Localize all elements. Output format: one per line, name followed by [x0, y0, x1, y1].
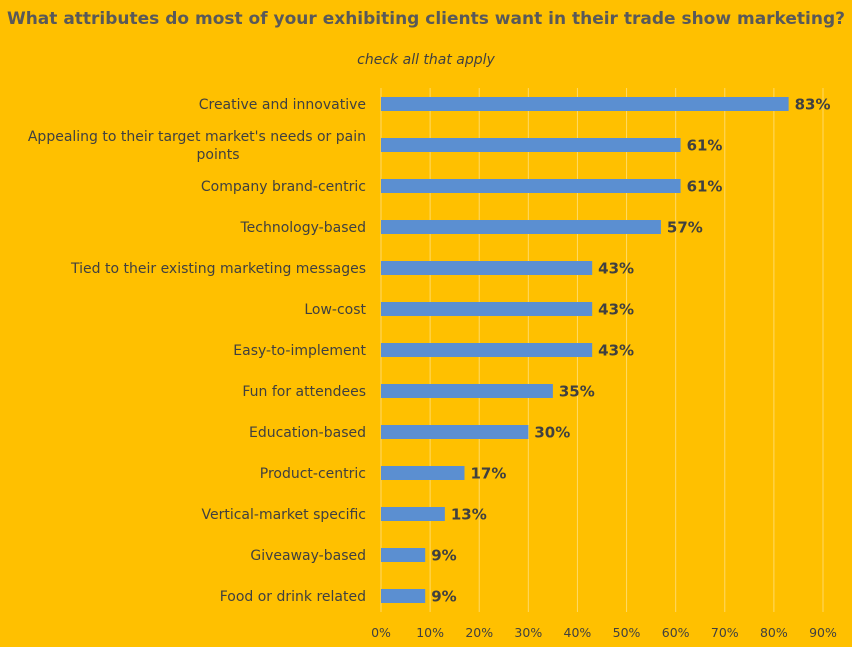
x-tick-label: 80% — [760, 625, 788, 640]
bar — [381, 507, 445, 521]
category-label: Technology-based — [240, 220, 367, 236]
data-label: 9% — [431, 588, 456, 606]
x-tick-label: 30% — [514, 625, 542, 640]
data-label: 35% — [559, 383, 595, 401]
bar — [381, 97, 789, 111]
data-label: 61% — [687, 178, 723, 196]
x-tick-label: 40% — [564, 625, 592, 640]
category-label: Easy-to-implement — [233, 343, 366, 359]
category-label: Education-based — [249, 425, 366, 441]
chart-subtitle: check all that apply — [357, 52, 495, 68]
bar — [381, 343, 593, 357]
data-label: 43% — [598, 260, 634, 278]
data-label: 57% — [667, 219, 703, 237]
data-label: 43% — [598, 301, 634, 319]
category-label: Product-centric — [260, 466, 366, 482]
data-label: 61% — [687, 137, 723, 155]
bar — [381, 179, 681, 193]
bar — [381, 138, 681, 152]
x-tick-label: 70% — [711, 625, 739, 640]
bar — [381, 261, 593, 275]
x-tick-label: 50% — [613, 625, 641, 640]
category-label: Company brand-centric — [201, 179, 366, 195]
data-label: 43% — [598, 342, 634, 360]
category-label: Food or drink related — [220, 589, 366, 605]
category-label: Giveaway-based — [250, 548, 366, 564]
category-label: Fun for attendees — [242, 384, 366, 400]
data-label: 30% — [534, 424, 570, 442]
x-tick-label: 10% — [416, 625, 444, 640]
category-label: Tied to their existing marketing message… — [70, 261, 366, 277]
bar — [381, 466, 465, 480]
data-label: 83% — [795, 96, 831, 114]
bar — [381, 302, 593, 316]
bar — [381, 589, 426, 603]
category-label: Appealing to their target market's needs… — [28, 129, 366, 163]
bar — [381, 384, 553, 398]
chart-title: What attributes do most of your exhibiti… — [6, 9, 846, 29]
bar — [381, 220, 661, 234]
data-label: 9% — [431, 547, 456, 565]
data-label: 17% — [470, 465, 506, 483]
x-tick-label: 0% — [371, 625, 391, 640]
x-tick-label: 20% — [465, 625, 493, 640]
category-label: Vertical-market specific — [202, 507, 367, 523]
category-label: Low-cost — [304, 302, 366, 318]
data-label: 13% — [451, 506, 487, 524]
x-tick-label: 60% — [662, 625, 690, 640]
category-label: Creative and innovative — [199, 97, 366, 113]
bar — [381, 425, 529, 439]
x-tick-label: 90% — [809, 625, 837, 640]
bar — [381, 548, 426, 562]
